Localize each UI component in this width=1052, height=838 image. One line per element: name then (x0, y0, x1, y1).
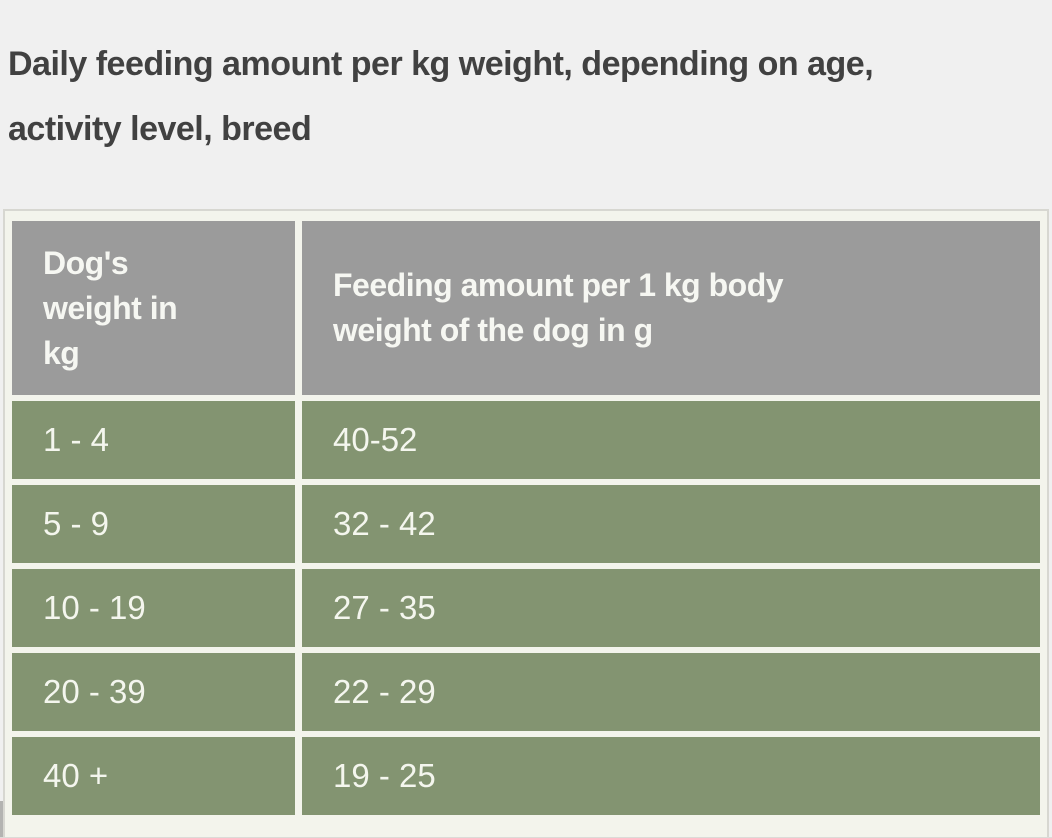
feeding-table: Dog's weight in kg Feeding amount per 1 … (5, 215, 1047, 821)
cell-feeding-amount: 22 - 29 (302, 653, 1040, 731)
header-cell-feeding-amount: Feeding amount per 1 kg body weight of t… (302, 221, 1040, 395)
table-row: 5 - 9 32 - 42 (12, 485, 1040, 563)
header-cell-dogs-weight: Dog's weight in kg (12, 221, 295, 395)
page-title: Daily feeding amount per kg weight, depe… (8, 32, 1048, 162)
page-title-line-1: Daily feeding amount per kg weight, depe… (8, 45, 874, 83)
cell-weight-range: 20 - 39 (12, 653, 295, 731)
page-title-line-2: activity level, breed (8, 110, 312, 148)
table-row: 40 +19 - 25 (12, 737, 1040, 815)
table-row: 20 - 39 22 - 29 (12, 653, 1040, 731)
cell-feeding-amount: 32 - 42 (302, 485, 1040, 563)
cell-feeding-amount: 40-52 (302, 401, 1040, 479)
feeding-table-container: Dog's weight in kg Feeding amount per 1 … (3, 209, 1049, 838)
left-edge-artifact (0, 801, 3, 838)
cell-weight-range: 5 - 9 (12, 485, 295, 563)
table-row: 1 - 4 40-52 (12, 401, 1040, 479)
feeding-table-body: 1 - 4 40-52 5 - 9 32 - 42 10 - 19 27 - 35 20 -… (12, 401, 1040, 815)
cell-feeding-amount: 27 - 35 (302, 569, 1040, 647)
cell-feeding-amount: 19 - 25 (302, 737, 1040, 815)
cell-weight-range: 40 + (12, 737, 295, 815)
cell-weight-range: 10 - 19 (12, 569, 295, 647)
table-row: 10 - 19 27 - 35 (12, 569, 1040, 647)
header-row: Dog's weight in kg Feeding amount per 1 … (12, 221, 1040, 395)
cell-weight-range: 1 - 4 (12, 401, 295, 479)
feeding-table-head: Dog's weight in kg Feeding amount per 1 … (12, 221, 1040, 395)
